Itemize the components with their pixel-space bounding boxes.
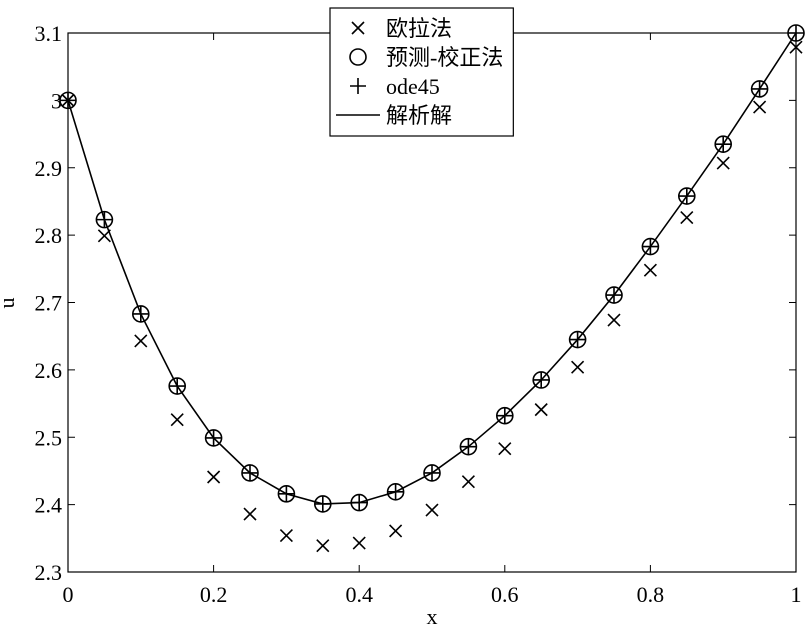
x-marker (207, 470, 221, 484)
legend-label: 欧拉法 (386, 16, 452, 41)
x-marker (753, 100, 767, 114)
y-tick-label: 2.3 (35, 560, 63, 585)
x-marker (243, 507, 257, 521)
x-marker (498, 442, 512, 456)
x-marker (316, 539, 330, 553)
y-axis-label: u (0, 298, 19, 309)
legend-label: ode45 (386, 74, 440, 99)
legend-label: 解析解 (386, 103, 452, 128)
y-tick-label: 2.8 (35, 223, 63, 248)
x-tick-label: 0.8 (637, 582, 665, 607)
x-marker (789, 40, 803, 54)
y-tick-label: 2.7 (35, 291, 63, 316)
x-tick-label: 0.4 (345, 582, 373, 607)
x-marker (351, 21, 365, 35)
x-tick-label: 0.2 (200, 582, 228, 607)
legend-label: 预测-校正法 (386, 45, 503, 70)
y-tick-label: 2.4 (35, 493, 63, 518)
y-tick-label: 2.6 (35, 358, 63, 383)
x-tick-label: 0 (63, 582, 74, 607)
x-marker (134, 334, 148, 348)
y-tick-label: 2.9 (35, 156, 63, 181)
x-marker (461, 475, 475, 489)
x-marker (352, 536, 366, 550)
y-tick-label: 3.1 (35, 21, 63, 46)
x-marker (279, 529, 293, 543)
x-marker (389, 524, 403, 538)
x-marker (716, 156, 730, 170)
plus-marker (350, 78, 366, 94)
y-tick-label: 3 (51, 88, 62, 113)
x-marker (170, 413, 184, 427)
x-marker (534, 403, 548, 417)
x-marker (607, 313, 621, 327)
circle-marker (349, 48, 367, 66)
x-tick-label: 0.6 (491, 582, 519, 607)
x-tick-label: 1 (791, 582, 802, 607)
x-marker (571, 360, 585, 374)
x-marker (643, 263, 657, 277)
series-line (67, 32, 797, 505)
x-marker (680, 211, 694, 225)
y-tick-label: 2.5 (35, 425, 63, 450)
x-axis-label: x (427, 604, 438, 629)
x-marker (425, 503, 439, 517)
